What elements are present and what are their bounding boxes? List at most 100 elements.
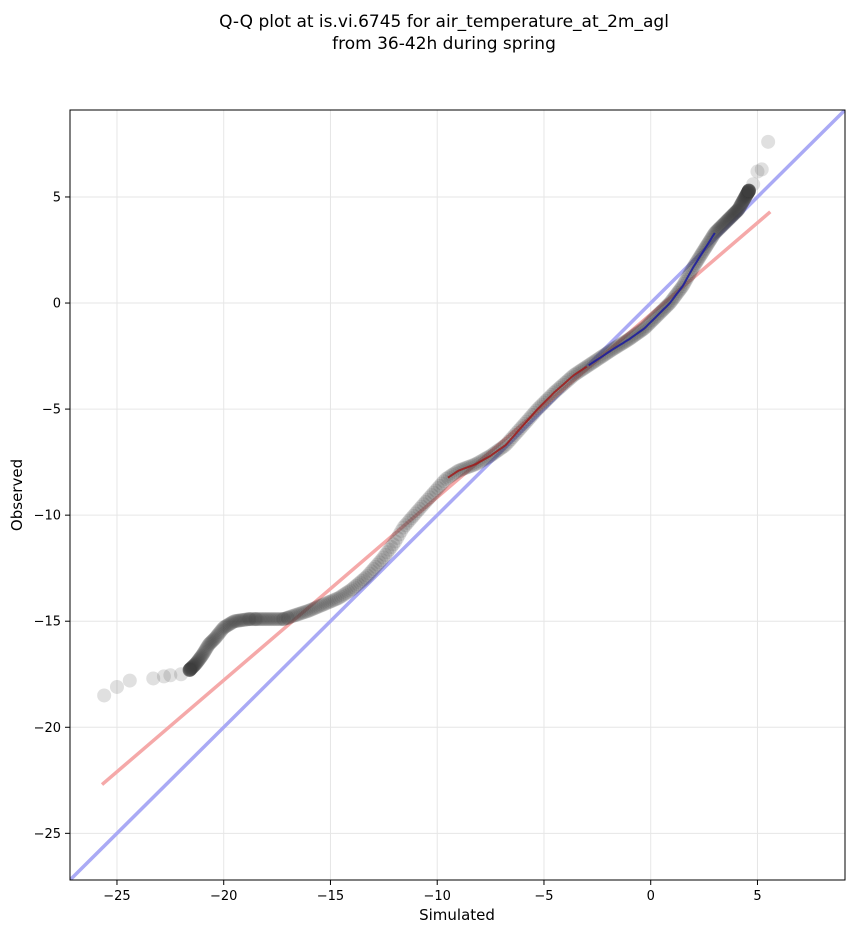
data-point xyxy=(258,612,273,627)
inner-one-to-one-segment xyxy=(588,232,716,367)
data-point xyxy=(739,188,754,203)
y-tick-label: −5 xyxy=(42,403,61,418)
data-point xyxy=(202,636,217,651)
data-point xyxy=(306,601,321,616)
data-point xyxy=(358,570,373,585)
data-point xyxy=(711,222,726,237)
data-point xyxy=(231,613,246,628)
data-point xyxy=(737,191,752,206)
data-point xyxy=(215,622,230,637)
data-point xyxy=(297,605,312,620)
chart-title: Q-Q plot at is.vi.6745 for air_temperatu… xyxy=(219,12,669,32)
data-point xyxy=(436,474,451,489)
data-point xyxy=(739,187,754,202)
data-point xyxy=(324,594,339,609)
data-point xyxy=(285,609,300,624)
data-point xyxy=(190,654,205,669)
chart-subtitle: from 36-42h during spring xyxy=(332,34,556,54)
data-point xyxy=(380,545,395,560)
data-point xyxy=(299,604,314,619)
data-point xyxy=(221,617,236,632)
data-point xyxy=(741,184,756,199)
data-point xyxy=(715,217,730,232)
data-point xyxy=(737,190,752,205)
data-point xyxy=(315,598,330,613)
data-point xyxy=(741,183,756,198)
data-point xyxy=(109,679,124,694)
data-point xyxy=(398,518,413,533)
data-point xyxy=(331,590,346,605)
data-point xyxy=(234,613,249,628)
data-point xyxy=(356,572,371,587)
data-point xyxy=(396,520,411,535)
data-point xyxy=(187,658,202,673)
data-point xyxy=(239,612,254,627)
data-point xyxy=(255,612,270,627)
data-point xyxy=(740,186,755,201)
data-point xyxy=(418,494,433,509)
data-point xyxy=(209,629,224,644)
data-point xyxy=(249,612,264,627)
data-point xyxy=(253,612,268,627)
data-point xyxy=(736,193,751,208)
data-point xyxy=(304,602,319,617)
data-point xyxy=(256,612,271,627)
axis-ticks: −25 −20 −15 −10 −5 0 5 −25 −20 −15 −10 −5 0 5 xyxy=(34,190,762,904)
data-point xyxy=(280,611,295,626)
data-point xyxy=(174,667,189,682)
data-point xyxy=(290,607,305,622)
data-point xyxy=(182,662,197,677)
data-point xyxy=(219,618,234,633)
data-point xyxy=(194,649,209,664)
x-tick-label: −20 xyxy=(210,889,237,904)
data-point xyxy=(246,612,261,627)
data-point xyxy=(741,184,756,199)
plot-frame xyxy=(69,109,846,881)
data-point xyxy=(283,609,298,624)
data-point xyxy=(728,205,743,220)
data-point xyxy=(188,657,203,672)
data-point xyxy=(266,612,281,627)
data-point xyxy=(273,612,288,627)
data-point xyxy=(337,587,352,602)
data-point xyxy=(182,662,197,677)
data-point xyxy=(741,183,756,198)
data-point xyxy=(205,634,220,649)
data-point xyxy=(238,612,253,627)
data-point xyxy=(754,162,769,177)
data-point xyxy=(741,183,756,198)
data-point xyxy=(97,688,112,703)
data-point xyxy=(184,661,199,676)
data-point xyxy=(740,186,755,201)
data-point xyxy=(722,211,737,226)
data-point xyxy=(736,192,751,207)
data-point xyxy=(326,593,341,608)
data-point xyxy=(196,646,211,661)
data-point xyxy=(734,195,749,210)
data-point xyxy=(185,659,200,674)
inner-fit-segment xyxy=(447,365,588,479)
data-point xyxy=(720,213,735,228)
data-point xyxy=(736,193,751,208)
data-point xyxy=(438,471,453,486)
data-point xyxy=(206,632,221,647)
data-point xyxy=(386,537,401,552)
data-point xyxy=(182,663,197,677)
data-point xyxy=(195,647,210,662)
data-point xyxy=(241,612,256,627)
data-point xyxy=(716,217,731,232)
data-point xyxy=(187,657,202,672)
data-point xyxy=(376,550,391,565)
data-point xyxy=(288,607,303,622)
data-point xyxy=(184,660,199,675)
data-point xyxy=(262,612,277,627)
data-point xyxy=(384,539,399,554)
data-point xyxy=(750,164,765,179)
data-point xyxy=(339,585,354,600)
data-point xyxy=(156,669,171,684)
data-point xyxy=(163,668,178,683)
data-point xyxy=(741,183,756,198)
data-point xyxy=(741,184,756,199)
x-tick-label: −5 xyxy=(534,889,553,904)
